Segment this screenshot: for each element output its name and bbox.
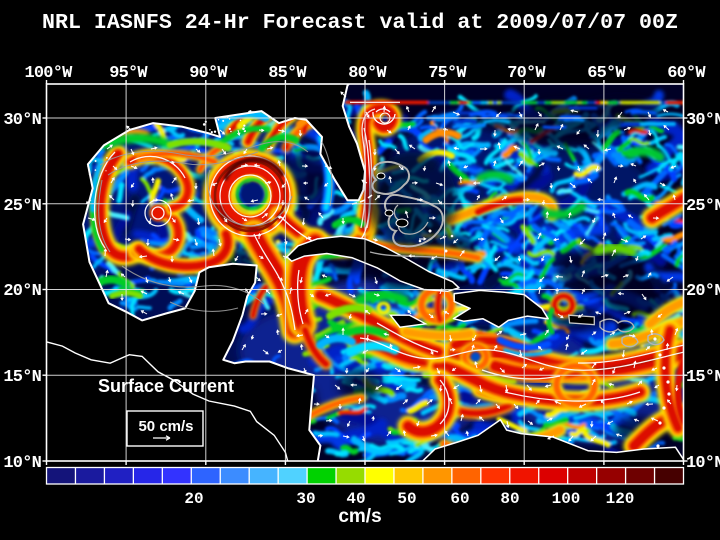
svg-text:60: 60 bbox=[450, 490, 469, 508]
svg-text:75°W: 75°W bbox=[428, 64, 467, 83]
svg-text:50: 50 bbox=[397, 490, 416, 508]
svg-text:cm/s: cm/s bbox=[338, 506, 381, 527]
svg-text:100: 100 bbox=[552, 490, 581, 508]
svg-text:80°W: 80°W bbox=[348, 64, 387, 83]
svg-text:60°W: 60°W bbox=[667, 64, 706, 83]
svg-text:30°N: 30°N bbox=[686, 111, 720, 130]
svg-text:95°W: 95°W bbox=[109, 64, 148, 83]
svg-text:25°N: 25°N bbox=[686, 197, 720, 216]
svg-text:25°N: 25°N bbox=[3, 197, 41, 216]
svg-text:100°W: 100°W bbox=[24, 64, 73, 83]
svg-text:20: 20 bbox=[184, 490, 203, 508]
svg-text:90°W: 90°W bbox=[189, 64, 228, 83]
svg-text:70°W: 70°W bbox=[507, 64, 546, 83]
svg-text:10°N: 10°N bbox=[3, 454, 41, 473]
svg-text:20°N: 20°N bbox=[3, 282, 41, 301]
svg-text:30°N: 30°N bbox=[3, 111, 41, 130]
svg-text:20°N: 20°N bbox=[686, 282, 720, 301]
svg-text:15°N: 15°N bbox=[686, 368, 720, 387]
svg-text:85°W: 85°W bbox=[268, 64, 307, 83]
svg-text:15°N: 15°N bbox=[3, 368, 41, 387]
svg-text:NRL IASNFS 24-Hr Forecast val: NRL IASNFS 24-Hr Forecast valid at 2009/… bbox=[42, 12, 678, 35]
svg-text:50 cm/s: 50 cm/s bbox=[138, 418, 193, 435]
svg-text:30: 30 bbox=[296, 490, 315, 508]
svg-text:40: 40 bbox=[346, 490, 365, 508]
svg-text:Surface Current: Surface Current bbox=[98, 376, 234, 396]
svg-text:120: 120 bbox=[606, 490, 635, 508]
svg-text:65°W: 65°W bbox=[587, 64, 626, 83]
svg-text:80: 80 bbox=[500, 490, 519, 508]
svg-text:10°N: 10°N bbox=[686, 454, 720, 473]
